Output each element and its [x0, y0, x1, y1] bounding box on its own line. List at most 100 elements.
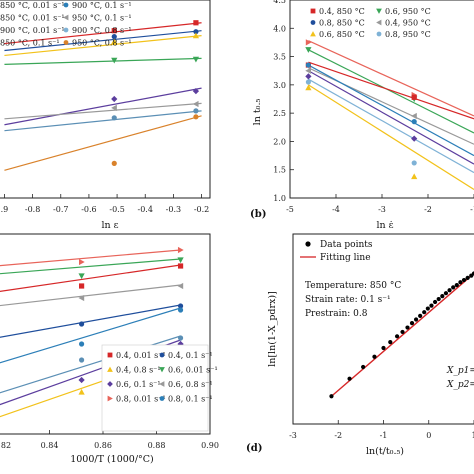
panel-b-point: [305, 73, 312, 80]
panel-c-legend-label: 0.6, 0.8 s⁻¹: [168, 380, 213, 389]
panel-b-legend-marker: [310, 20, 316, 25]
panel-d-point: [400, 329, 405, 335]
panel-a-point: [111, 95, 118, 103]
panel-b-point: [411, 119, 417, 125]
panel-d-ylabel: ln[ln(1-X_pdrx)]: [267, 291, 278, 367]
panel-d-point: [425, 306, 430, 311]
panel-a-fit-line: [4, 102, 202, 120]
panel-d-point: [413, 317, 419, 322]
panel-c: 82 0.84 0.86 0.88 0.90 0.4, 0.01 s⁻¹ 0.4, 0.1…: [0, 233, 219, 465]
panel-b-tick-label: 2.5: [273, 109, 286, 118]
panel-c-legend-marker: [159, 396, 165, 401]
panel-b-legend-marker: [310, 31, 316, 37]
panel-c-point: [177, 303, 184, 309]
panel-a-frame: [0, 0, 211, 199]
panel-c-tick-label: 0.90: [201, 441, 219, 450]
panel-b-point: [411, 112, 417, 120]
panel-b-legend-marker: [310, 8, 316, 14]
panel-b-point: [411, 94, 417, 100]
panel-d-legend: Data points Fitting line: [300, 240, 373, 263]
panel-a-tick-label: -0.5: [109, 205, 124, 214]
panel-a-tick-label: -0.3: [166, 205, 181, 214]
panel-d-tick-label: -2: [334, 431, 342, 440]
panel-b-point: [305, 67, 311, 74]
panel-c-point: [79, 357, 85, 363]
panel-a-point: [193, 29, 199, 35]
panel-a-fit-line: [4, 30, 202, 52]
panel-c-point: [79, 321, 85, 327]
panel-a-point: [193, 108, 199, 114]
panel-b-xlabel: ln ε̇: [376, 220, 393, 231]
panel-a-legend-marker: [63, 27, 69, 33]
panel-d-points: [329, 271, 474, 399]
panel-d-point: [436, 296, 441, 302]
panel-d-frame: [292, 233, 474, 425]
panel-c-tick-label: 0.84: [41, 441, 59, 450]
panel-b-fit-line: [308, 67, 474, 145]
panel-b-point: [411, 173, 418, 180]
panel-b-tick-label: -5: [286, 205, 294, 214]
panel-c-fit-line: [0, 304, 181, 338]
panel-d-fit-label-1: X_p1=0.: [446, 366, 474, 376]
panel-d-tick-label: 0: [426, 431, 431, 440]
panel-c-tick-label: 0.86: [94, 441, 112, 450]
panel-d-point: [405, 325, 410, 330]
panel-a-fit-line: [4, 57, 202, 65]
panel-b-fit-line: [308, 40, 474, 117]
panel-b-ylabel: ln t₀.₅: [252, 98, 263, 125]
panel-d-point: [422, 310, 427, 315]
panel-b-frame: [289, 0, 474, 199]
panel-c-point: [78, 273, 85, 280]
panel-c-legend-label: 0.4, 0.1 s⁻¹: [168, 351, 213, 360]
panel-d-point: [447, 288, 452, 293]
panel-c-legend-marker: [159, 352, 165, 358]
panel-d-point: [372, 354, 377, 359]
panel-b-points: [305, 39, 418, 180]
panel-a-point: [193, 114, 199, 120]
panel-c-point: [78, 294, 85, 302]
panel-c-legend-label: 0.8, 0.01 s⁻¹: [116, 395, 166, 404]
panel-a-point: [192, 87, 200, 95]
panel-d-point: [465, 275, 470, 280]
panel-b-fit-line: [308, 49, 474, 134]
panel-a-point: [111, 38, 118, 45]
panel-b-legend-marker: [376, 19, 382, 26]
panel-a-legend-marker: [63, 14, 69, 21]
panel-b-legend: 0.4, 850 °C 0.6, 950 °C 0.8, 850 °C 0.4, 95…: [310, 7, 431, 39]
panel-a: .9 -0.8 -0.7 -0.6 -0.5 -0.4 -0.3 -0.2 850 °C, 0…: [0, 0, 211, 231]
panel-a-point: [192, 32, 200, 39]
panel-c-fit-line: [0, 249, 181, 267]
panel-c-point: [177, 282, 184, 290]
panel-b-fit-line: [308, 84, 474, 191]
panel-c-point: [79, 258, 85, 266]
panel-a-legend-marker: [63, 40, 69, 45]
panel-c-point: [177, 263, 184, 269]
panel-b-legend-label: 0.8, 850 °C: [319, 19, 365, 28]
panel-d-point: [409, 321, 415, 326]
panel-b-fit-line: [308, 78, 474, 174]
panel-c-legend-marker: [159, 381, 165, 387]
panel-c-point: [78, 388, 85, 395]
panel-a-point: [111, 115, 117, 121]
panel-d-point: [388, 340, 393, 345]
panel-b-legend-label: 0.4, 850 °C: [319, 7, 365, 16]
panel-b: -5 -4 -3 -2 -1 1.0 1.5 2.0 2.5 3.0 3.5 4.0 4.5 0.4, …: [250, 0, 474, 231]
panel-d-fit-line: [331, 272, 474, 397]
panel-b-point: [305, 84, 312, 91]
panel-b-point: [305, 79, 311, 85]
panel-b-tick-label: 1.5: [273, 166, 286, 175]
panel-d-point: [329, 394, 334, 399]
panel-d-tick-label: -3: [289, 431, 297, 440]
panel-d-point: [461, 277, 467, 283]
panel-b-tick-label: 4.0: [273, 24, 286, 33]
panel-d-point: [429, 303, 434, 308]
panel-b-point: [411, 135, 418, 142]
panel-d-tick-label: 1: [471, 431, 474, 440]
panel-c-fit-line: [0, 284, 181, 307]
panel-a-legend-label: 850 °C, 0.01 s⁻¹: [0, 1, 65, 10]
panel-b-legend-label: 0.8, 950 °C: [385, 30, 431, 39]
panel-a-fit-line: [4, 110, 202, 132]
panel-b-legend-marker: [376, 31, 382, 37]
panel-d-label: (d): [246, 443, 262, 454]
panel-d-annotation-2: Strain rate: 0.1 s⁻¹: [305, 295, 391, 305]
